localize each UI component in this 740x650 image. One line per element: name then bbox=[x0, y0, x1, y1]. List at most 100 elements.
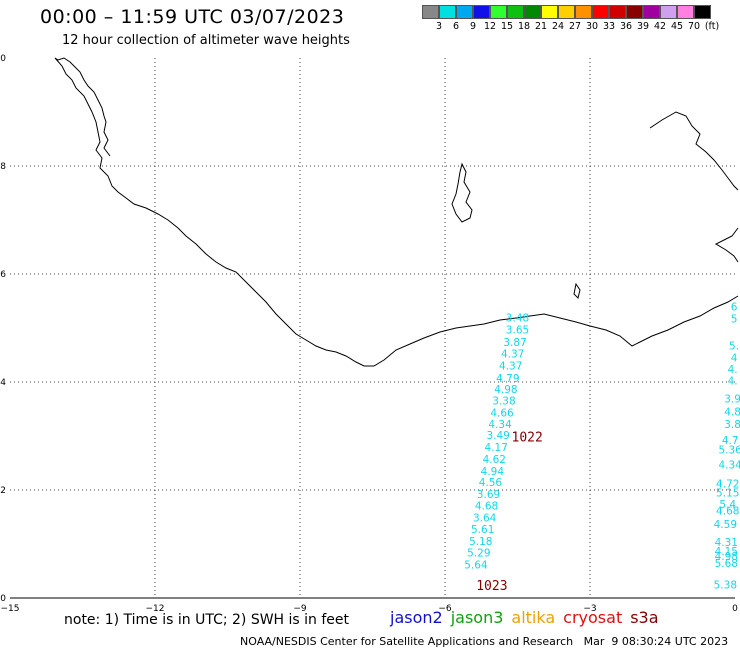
swh-value: 5.36 bbox=[718, 444, 740, 456]
swh-value: 3.87 bbox=[503, 337, 526, 349]
legend-label: 3 bbox=[435, 21, 443, 32]
swh-readings: 3.483.653.874.374.374.794.983.384.664.34… bbox=[464, 302, 740, 592]
swh-value: 5.15 bbox=[716, 487, 739, 499]
legend-label: 27 bbox=[568, 21, 582, 32]
legend-label: 36 bbox=[619, 21, 633, 32]
swh-value: 6 bbox=[731, 302, 738, 314]
map-grid bbox=[10, 58, 735, 598]
island-small bbox=[573, 282, 581, 299]
swh-value: 4.68 bbox=[475, 500, 498, 512]
y-tick-label: 6 bbox=[0, 270, 6, 280]
swh-value: 3.9 bbox=[724, 394, 740, 406]
rev-number: 1023 bbox=[476, 579, 507, 594]
legend-label: 15 bbox=[500, 21, 514, 32]
y-tick-label: 10 bbox=[0, 54, 6, 64]
swh-value: 3.38 bbox=[492, 396, 515, 408]
satellite-legend: jason2 jason3 altika cryosat s3a bbox=[390, 608, 667, 627]
legend-label: 30 bbox=[585, 21, 599, 32]
swh-value: 5.4 bbox=[719, 499, 736, 511]
legend-swatch bbox=[694, 5, 711, 19]
legend-swatch bbox=[507, 5, 524, 19]
legend-label: 42 bbox=[653, 21, 667, 32]
footer-note: note: 1) Time is in UTC; 2) SWH is in fe… bbox=[64, 612, 350, 628]
legend-label: 18 bbox=[517, 21, 531, 32]
x-tick-label: −6 bbox=[438, 604, 452, 614]
swh-value: 5.68 bbox=[715, 558, 738, 570]
map-title: 00:00 – 11:59 UTC 03/07/2023 bbox=[40, 6, 345, 28]
x-tick-label: −9 bbox=[293, 604, 307, 614]
legend-label: 39 bbox=[636, 21, 650, 32]
y-tick-label: 0 bbox=[0, 594, 6, 604]
y-tick-label: 4 bbox=[0, 378, 6, 388]
legend-swatch bbox=[422, 5, 439, 19]
legend-label: 6 bbox=[452, 21, 460, 32]
swh-value: 3.48 bbox=[506, 313, 529, 325]
swh-value: 4.34 bbox=[488, 419, 512, 431]
swh-value: 4.66 bbox=[490, 408, 514, 420]
swh-value: 5 bbox=[731, 314, 738, 326]
swh-value: 5. bbox=[729, 341, 739, 353]
x-tick-label: −15 bbox=[1, 604, 20, 614]
swh-value: 4.72 bbox=[716, 478, 739, 490]
swh-value: 4.98 bbox=[715, 551, 738, 563]
island-upper bbox=[451, 162, 473, 223]
x-tick-label: −3 bbox=[583, 604, 596, 614]
legend-swatch bbox=[609, 5, 626, 19]
legend-swatch bbox=[490, 5, 507, 19]
legend-swatch bbox=[524, 5, 541, 19]
legend-unit: (ft) bbox=[704, 21, 720, 32]
swh-value: 5.29 bbox=[467, 547, 490, 559]
swh-value: 4.8 bbox=[724, 406, 740, 418]
swh-value: 4. bbox=[728, 376, 738, 388]
satellite-label: jason3 bbox=[450, 608, 504, 627]
swh-value: 4. bbox=[728, 364, 738, 376]
swh-value: 4.31 bbox=[715, 537, 738, 549]
legend-swatch bbox=[541, 5, 558, 19]
legend-swatch bbox=[473, 5, 490, 19]
northeast-coast bbox=[649, 111, 739, 191]
legend-swatch bbox=[677, 5, 694, 19]
swh-value: 4.56 bbox=[479, 477, 503, 489]
legend-swatches bbox=[422, 5, 711, 19]
satellite-label: cryosat bbox=[563, 608, 623, 627]
swh-value: 3.49 bbox=[486, 430, 509, 442]
swh-value: 4.34 bbox=[718, 459, 740, 471]
legend-swatch bbox=[592, 5, 609, 19]
swh-value: 4.79 bbox=[496, 373, 519, 385]
swh-value: 4.7 bbox=[722, 435, 739, 447]
credit-line: NOAA/NESDIS Center for Satellite Applica… bbox=[240, 635, 729, 648]
swh-value: 4.94 bbox=[481, 466, 505, 478]
swh-value: 5.64 bbox=[464, 559, 488, 571]
satellite-label: altika bbox=[511, 608, 556, 627]
legend-label: 12 bbox=[483, 21, 497, 32]
satellite-label: jason2 bbox=[390, 608, 443, 627]
swh-value: 3.69 bbox=[477, 489, 500, 501]
legend-swatch bbox=[558, 5, 575, 19]
east-coast-bay bbox=[714, 227, 739, 263]
swh-value: 3.65 bbox=[506, 324, 529, 336]
legend-swatch bbox=[456, 5, 473, 19]
legend-label: 45 bbox=[670, 21, 684, 32]
legend-swatch bbox=[660, 5, 677, 19]
swh-value: 4 bbox=[731, 352, 738, 364]
x-tick-label: 0 bbox=[732, 604, 738, 614]
swh-value: 4.17 bbox=[485, 442, 508, 454]
y-tick-label: 8 bbox=[0, 162, 6, 172]
swh-value: 5.61 bbox=[471, 524, 494, 536]
legend-swatch bbox=[575, 5, 592, 19]
map-subtitle: 12 hour collection of altimeter wave hei… bbox=[62, 33, 350, 48]
legend-label: 33 bbox=[602, 21, 616, 32]
swh-value: 5.18 bbox=[469, 536, 492, 548]
rev-annotations: 1022 1023 bbox=[476, 430, 543, 594]
legend-swatch bbox=[439, 5, 456, 19]
legend-label: 70 bbox=[687, 21, 701, 32]
swh-value: 4.37 bbox=[501, 349, 524, 361]
swh-value: 4.37 bbox=[499, 361, 522, 373]
mainland-coastline bbox=[54, 57, 739, 367]
swh-value: 3.64 bbox=[473, 512, 497, 524]
swh-value: 4.59 bbox=[714, 519, 737, 531]
legend-label: 21 bbox=[534, 21, 548, 32]
swh-value: 4.15 bbox=[715, 546, 738, 558]
swh-value: 3.8 bbox=[724, 419, 740, 431]
